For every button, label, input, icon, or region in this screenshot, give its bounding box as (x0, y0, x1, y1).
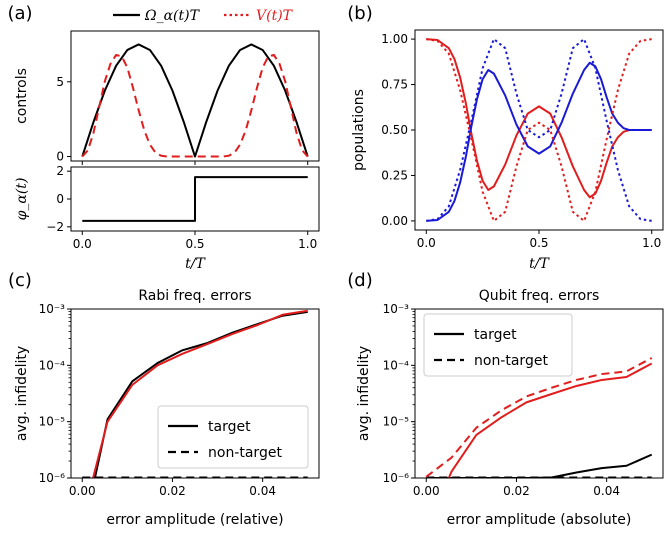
chart-title: Qubit freq. errors (479, 288, 600, 304)
x-axis-label: t/T (529, 256, 550, 272)
y-tick-label: 10⁻⁶ (383, 471, 410, 485)
x-tick-label: 0.04 (593, 484, 620, 498)
series-line (426, 61, 652, 222)
y-tick-label: 10⁻⁶ (39, 471, 66, 485)
legend-label: V(t)T (256, 8, 294, 24)
y-axis-label: avg. infidelity (14, 346, 30, 441)
panel-label: (b) (347, 3, 372, 24)
y-axis-label: controls (14, 68, 30, 124)
y-tick-label: 0.75 (381, 78, 408, 92)
x-tick-label: 0.5 (185, 237, 204, 251)
x-tick-label: 0.00 (69, 484, 96, 498)
y-tick-label: 10⁻⁴ (383, 358, 410, 372)
axes-a-top (70, 30, 320, 162)
legend-label: Ω_α(t)T (144, 8, 201, 24)
y-tick-label: 0.00 (381, 214, 408, 228)
panel-label: (c) (8, 270, 32, 291)
y-tick-label: 10⁻³ (39, 302, 66, 316)
axes-d (414, 308, 664, 479)
series-line (447, 362, 653, 478)
y-axis-label: φ_α(t) (14, 178, 30, 221)
y-tick-label: 0 (56, 192, 64, 206)
x-tick-label: 0.02 (159, 484, 186, 498)
y-tick-label: 1.00 (381, 32, 408, 46)
y-tick-label: 0.25 (381, 168, 408, 182)
series-line (426, 38, 652, 222)
x-axis-label: t/T (185, 256, 206, 272)
x-tick-label: 0.0 (417, 236, 436, 250)
y-tick-label: 10⁻⁴ (39, 358, 66, 372)
x-tick-label: 1.0 (642, 236, 661, 250)
y-axis-label: avg. infidelity (356, 346, 372, 441)
panel-label: (a) (7, 3, 32, 24)
y-tick-label: 0 (56, 150, 64, 164)
legend-label: non-target (208, 445, 282, 461)
axes-b (414, 29, 664, 231)
y-tick-label: 0.50 (381, 123, 408, 137)
x-axis-label: error amplitude (relative) (106, 512, 283, 528)
x-tick-label: 0.02 (503, 484, 530, 498)
y-tick-label: 10⁻⁵ (39, 415, 66, 429)
axes-c (70, 308, 320, 479)
legend-label: non-target (474, 353, 548, 369)
series-line (82, 176, 308, 222)
series-line (426, 38, 652, 222)
y-tick-label: 5 (56, 75, 64, 89)
legend-label: target (474, 327, 517, 343)
x-axis-label: error amplitude (absolute) (447, 512, 632, 528)
series-line (426, 38, 652, 199)
x-tick-label: 0.5 (529, 236, 548, 250)
y-axis-label: populations (351, 89, 367, 171)
x-tick-label: 1.0 (298, 237, 317, 251)
series-line (81, 53, 309, 158)
x-tick-label: 0.04 (249, 484, 276, 498)
y-tick-label: −2 (46, 220, 64, 234)
chart-title: Rabi freq. errors (138, 288, 251, 304)
legend-label: target (208, 419, 251, 435)
y-tick-label: 2 (56, 164, 64, 178)
x-tick-label: 0.0 (73, 237, 92, 251)
series-line (81, 43, 309, 158)
panel-label: (d) (347, 270, 372, 291)
y-tick-label: 10⁻⁵ (383, 415, 410, 429)
series-line (92, 309, 308, 478)
y-tick-label: 10⁻³ (383, 302, 410, 316)
x-tick-label: 0.00 (413, 484, 440, 498)
